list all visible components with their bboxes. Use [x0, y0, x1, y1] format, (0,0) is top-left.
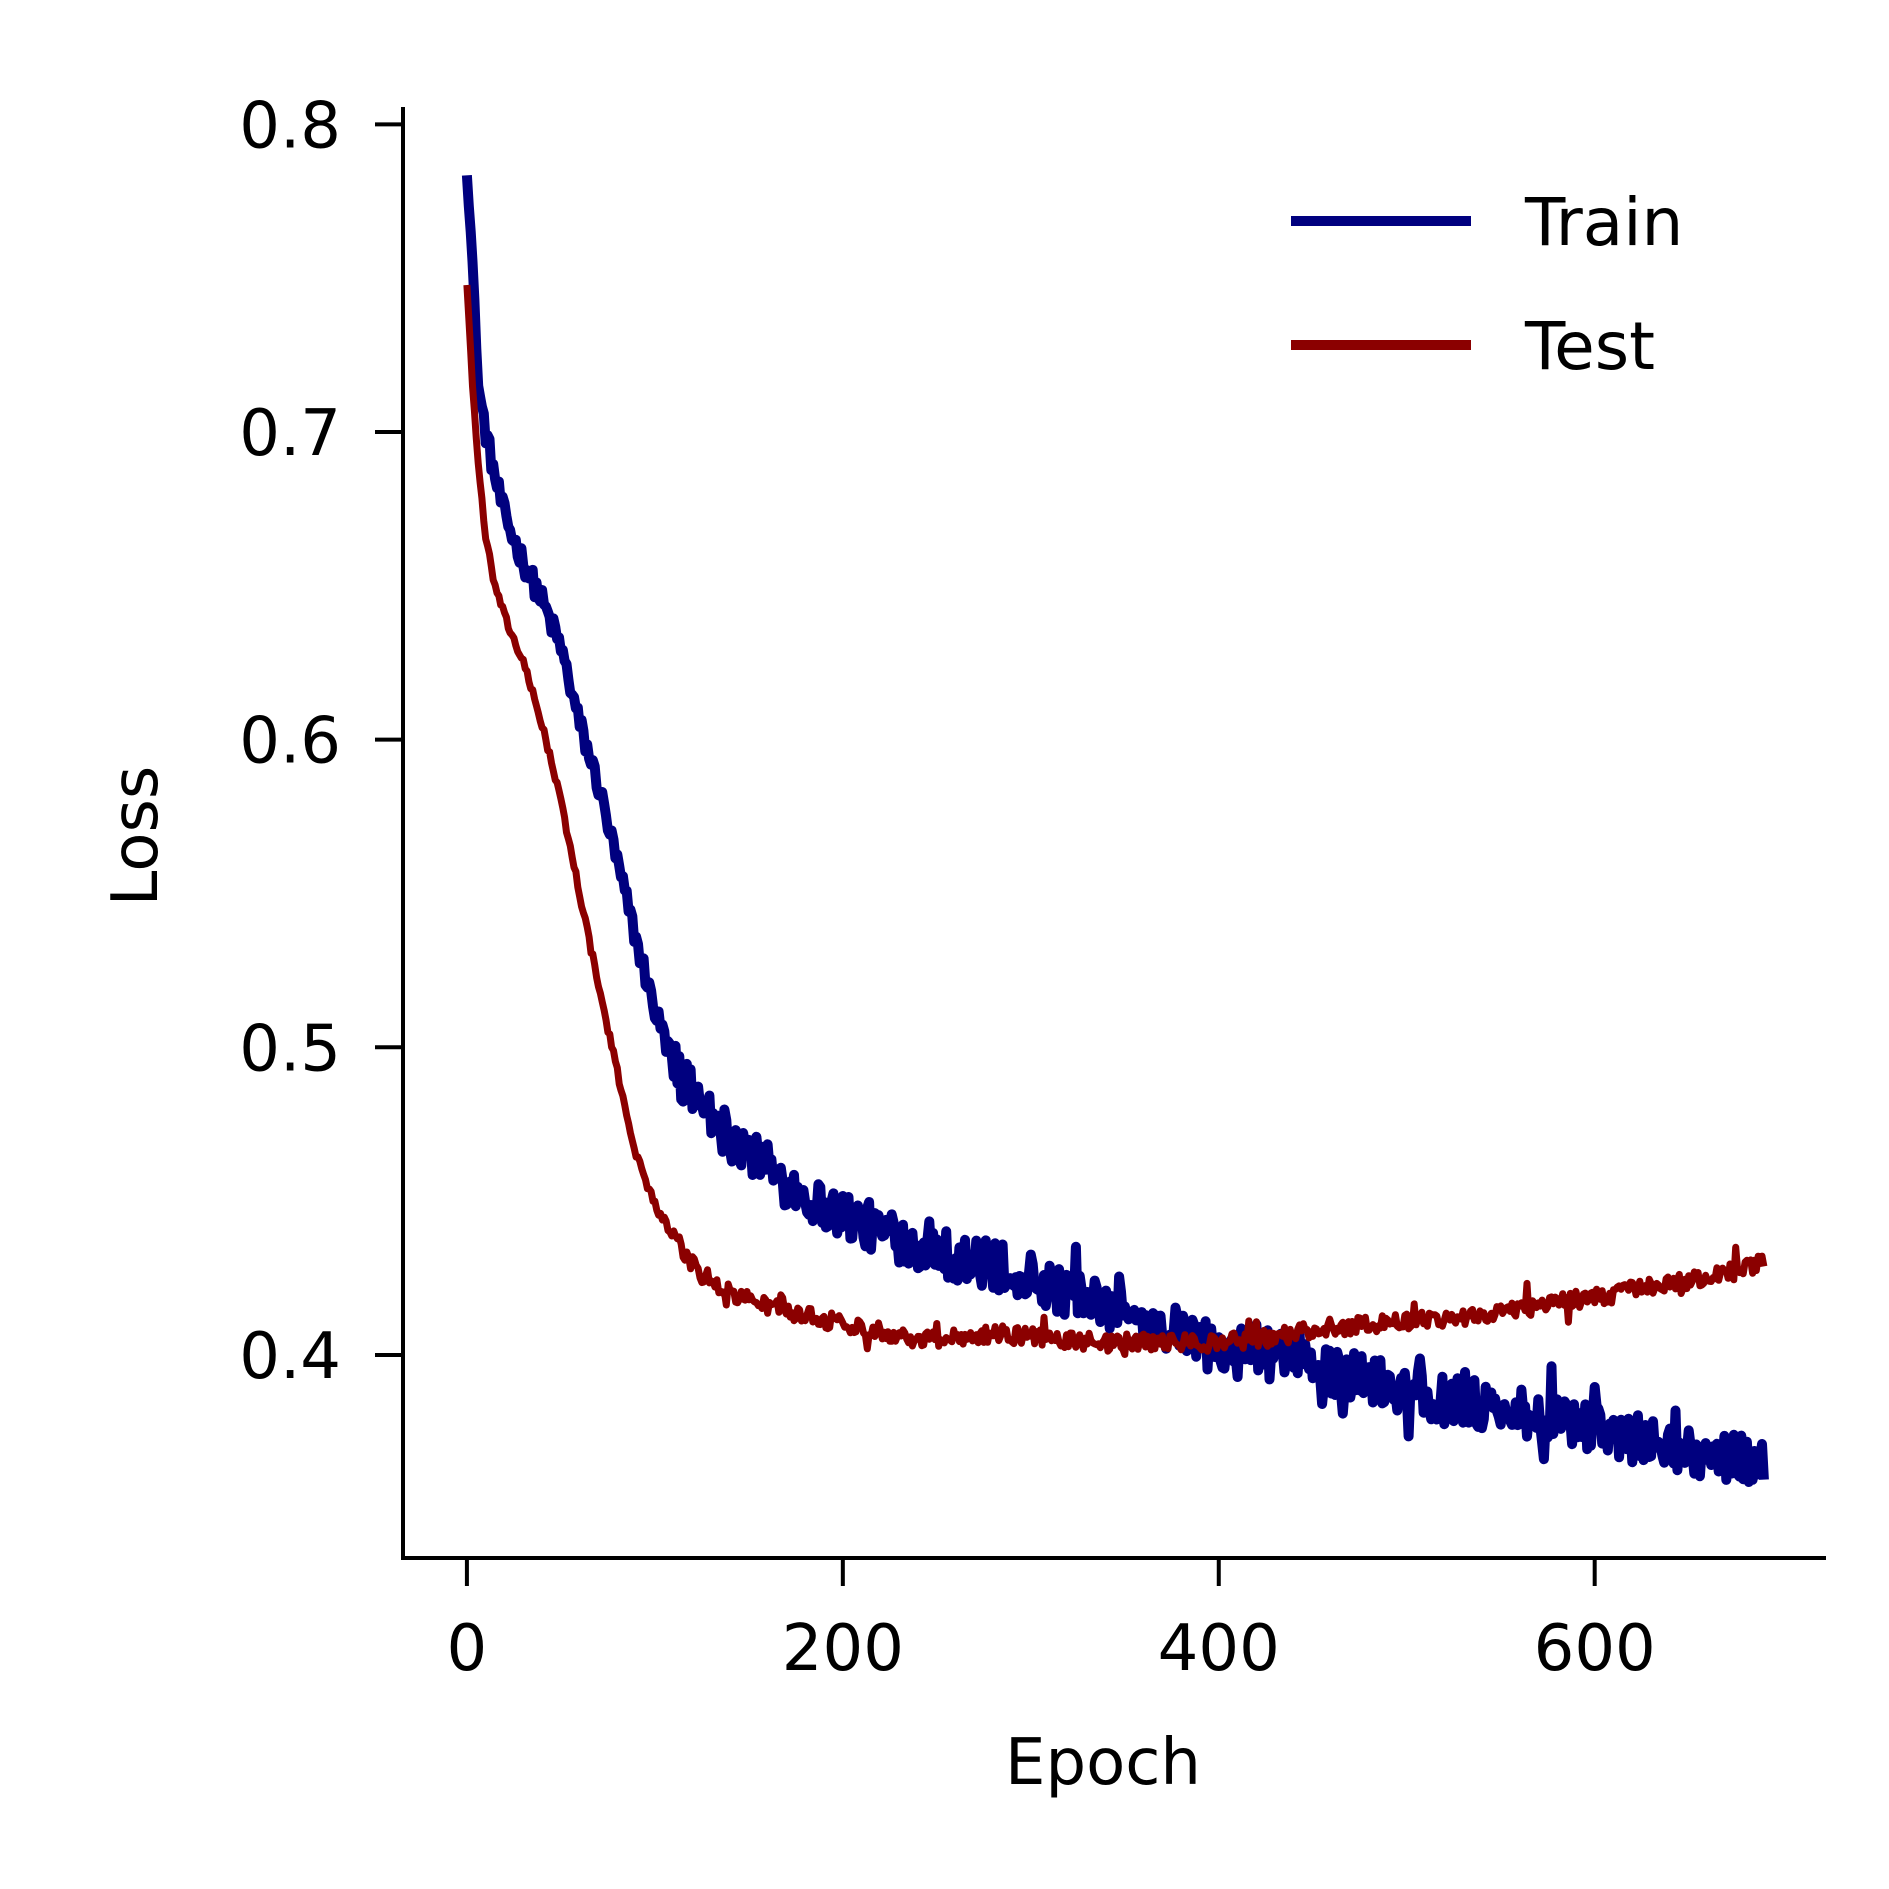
axes — [401, 107, 1826, 1560]
y-axis-label: Loss — [99, 766, 173, 906]
x-tick-label: 200 — [782, 1612, 904, 1686]
y-tick-label: 0.4 — [239, 1320, 341, 1394]
y-tick-label: 0.7 — [239, 397, 341, 471]
legend: Train Test — [1291, 184, 1683, 385]
x-tick-label: 600 — [1534, 1612, 1656, 1686]
x-tick-label: 0 — [447, 1612, 488, 1686]
x-tick-label: 400 — [1158, 1612, 1280, 1686]
x-ticks: 0 200 400 600 — [447, 1558, 1656, 1686]
plot-lines — [461, 174, 1769, 1487]
series-line-train — [461, 174, 1769, 1487]
x-axis-label: Epoch — [1005, 1726, 1201, 1800]
y-tick-label: 0.8 — [239, 89, 341, 163]
legend-label-test: Test — [1524, 308, 1655, 385]
y-tick-label: 0.5 — [239, 1012, 341, 1086]
y-tick-label: 0.6 — [239, 705, 341, 779]
legend-label-train: Train — [1524, 184, 1683, 261]
y-ticks: 0.4 0.5 0.6 0.7 0.8 — [239, 89, 403, 1394]
series-line-test — [463, 284, 1768, 1358]
